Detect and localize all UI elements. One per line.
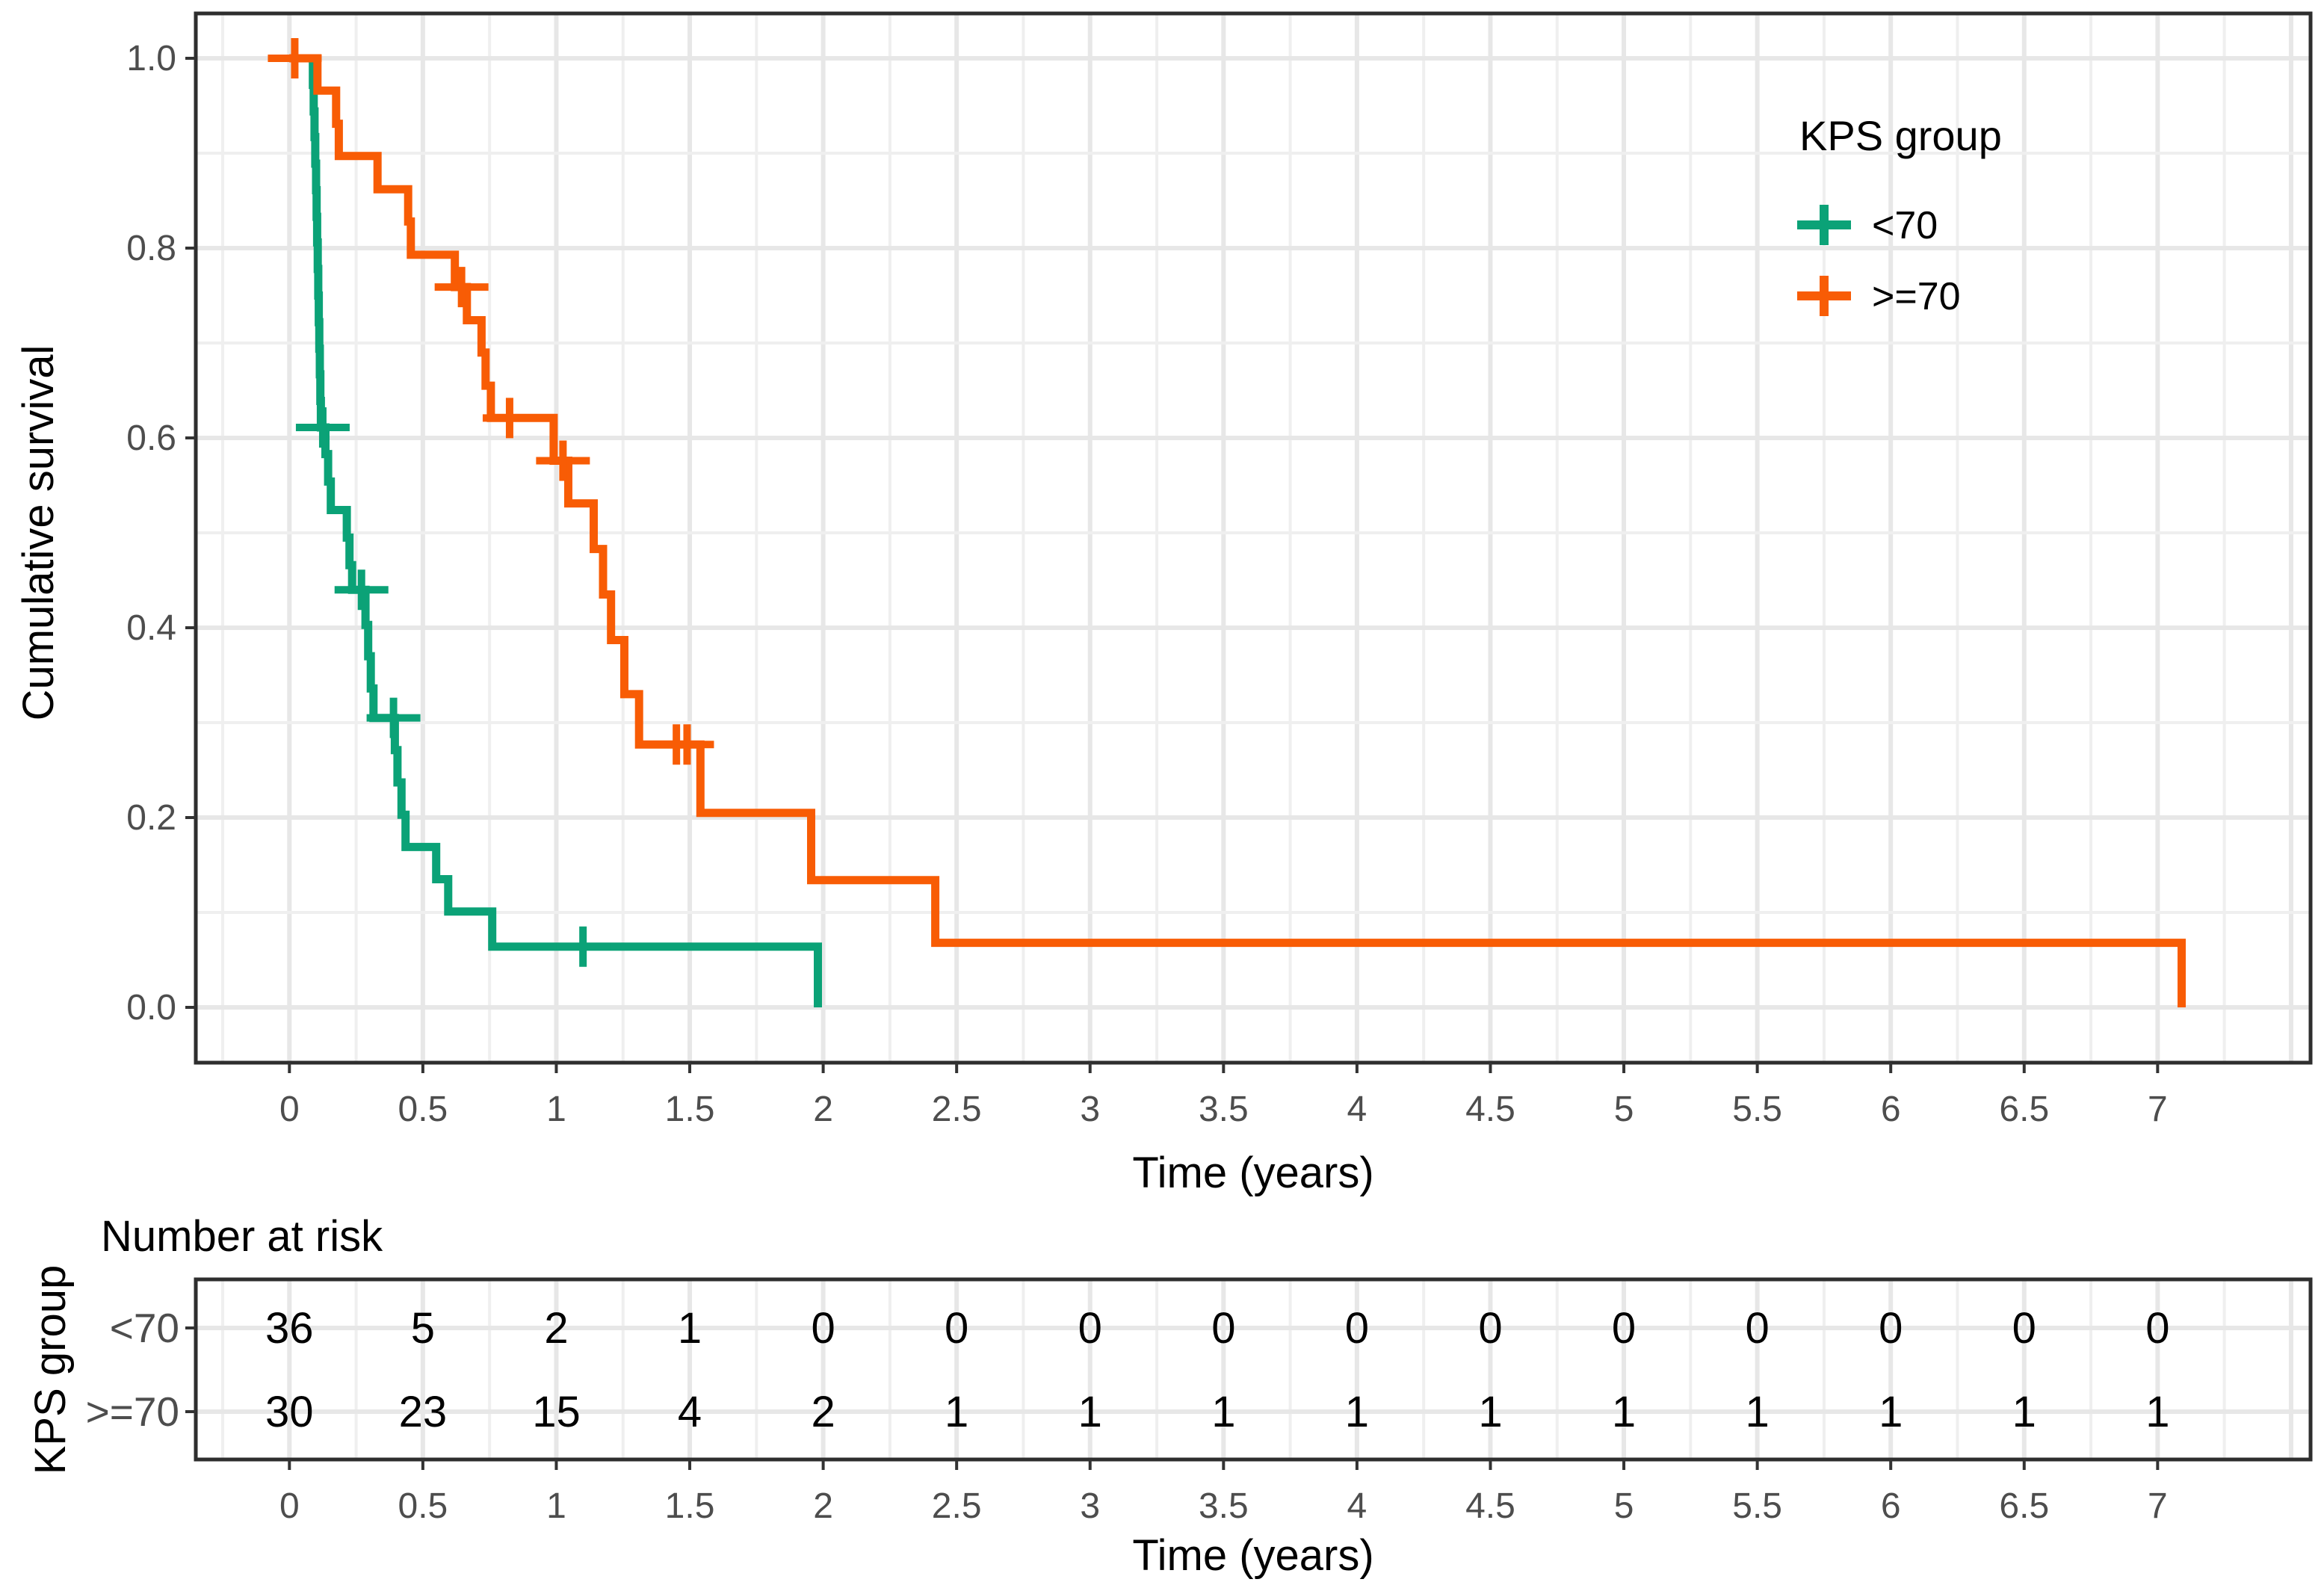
risk-count: 0 (1211, 1304, 1235, 1353)
x-tick-label-main: 2.5 (932, 1090, 982, 1129)
risk-count: 1 (1078, 1388, 1102, 1436)
risk-row-label-lt70: <70 (109, 1305, 179, 1351)
risk-table-title: Number at risk (101, 1212, 383, 1261)
x-tick-label-main: 3 (1080, 1090, 1100, 1129)
risk-count: 0 (1745, 1304, 1769, 1353)
risk-count: 2 (544, 1304, 568, 1353)
x-tick-label-main: 5 (1614, 1090, 1634, 1129)
legend-item-lt70-label: <70 (1872, 204, 1938, 247)
x-tick-label-risk: 1 (546, 1486, 566, 1526)
risk-count: 0 (2145, 1304, 2169, 1353)
risk-count: 1 (1879, 1388, 1903, 1436)
x-tick-label-risk: 0 (279, 1486, 300, 1526)
risk-count: 0 (1345, 1304, 1369, 1353)
x-tick-label-risk: 6 (1881, 1486, 1901, 1526)
km-curve-70 (289, 54, 822, 1007)
x-tick-label-risk: 2 (813, 1486, 833, 1526)
x-axis-title-main: Time (years) (1132, 1149, 1374, 1197)
legend-item-ge70-label: >=70 (1872, 275, 1961, 318)
x-tick-label-risk: 5.5 (1732, 1486, 1782, 1526)
x-tick-label-main: 1.5 (665, 1090, 715, 1129)
risk-count: 1 (1345, 1388, 1369, 1436)
risk-count: 0 (1078, 1304, 1102, 1353)
x-tick-label-risk: 3 (1080, 1486, 1100, 1526)
risk-count: 1 (1745, 1388, 1769, 1436)
x-tick-label-main: 5.5 (1732, 1090, 1782, 1129)
risk-row-label-ge70: >=70 (85, 1388, 179, 1435)
risk-count: 2 (811, 1388, 835, 1436)
risk-count: 5 (411, 1304, 435, 1353)
x-tick-label-main: 6.5 (1999, 1090, 2049, 1129)
risk-panel-border (194, 1277, 2313, 1462)
risk-count: 30 (265, 1388, 314, 1436)
risk-count: 0 (1478, 1304, 1502, 1353)
risk-count: 0 (945, 1304, 968, 1353)
x-tick-label-risk: 3.5 (1199, 1486, 1249, 1526)
risk-count: 1 (945, 1388, 968, 1436)
x-tick-label-main: 1 (546, 1090, 566, 1129)
risk-count: 1 (1478, 1388, 1502, 1436)
risk-count: 1 (1612, 1388, 1636, 1436)
x-tick-label-main: 6 (1881, 1090, 1901, 1129)
risk-count: 0 (811, 1304, 835, 1353)
x-tick-label-main: 2 (813, 1090, 833, 1129)
y-tick-label-main: 0.6 (126, 418, 176, 458)
x-tick-label-risk: 4.5 (1465, 1486, 1515, 1526)
x-tick-label-risk: 4 (1347, 1486, 1367, 1526)
x-tick-label-risk: 7 (2148, 1486, 2168, 1526)
risk-count: 23 (399, 1388, 448, 1436)
y-tick-label-main: 0.4 (126, 608, 176, 648)
x-tick-label-main: 4.5 (1465, 1090, 1515, 1129)
x-tick-label-main: 0.5 (398, 1090, 448, 1129)
y-tick-label-main: 1.0 (126, 39, 176, 78)
risk-count: 1 (2012, 1388, 2036, 1436)
x-tick-label-main: 0 (279, 1090, 300, 1129)
risk-count: 1 (1211, 1388, 1235, 1436)
risk-count: 0 (2012, 1304, 2036, 1353)
risk-count: 1 (2145, 1388, 2169, 1436)
legend-title: KPS group (1799, 112, 2002, 159)
y-tick-label-main: 0.8 (126, 229, 176, 268)
y-axis-title-main: Cumulative survival (14, 345, 63, 721)
x-tick-label-risk: 6.5 (1999, 1486, 2049, 1526)
x-tick-label-risk: 1.5 (665, 1486, 715, 1526)
risk-count: 0 (1612, 1304, 1636, 1353)
x-tick-label-risk: 0.5 (398, 1486, 448, 1526)
risk-count: 1 (678, 1304, 702, 1353)
x-tick-label-main: 7 (2148, 1090, 2168, 1129)
y-tick-label-main: 0.0 (126, 988, 176, 1028)
x-tick-label-risk: 5 (1614, 1486, 1634, 1526)
x-tick-label-risk: 2.5 (932, 1486, 982, 1526)
main-panel-border (194, 11, 2313, 1065)
x-axis-title-risk: Time (years) (1132, 1531, 1374, 1580)
risk-count: 36 (265, 1304, 314, 1353)
risk-count: 4 (678, 1388, 702, 1436)
y-tick-label-main: 0.2 (126, 798, 176, 838)
risk-count: 0 (1879, 1304, 1903, 1353)
x-tick-label-main: 3.5 (1199, 1090, 1249, 1129)
y-axis-title-risk: KPS group (26, 1264, 75, 1475)
risk-count: 15 (532, 1388, 581, 1436)
x-tick-label-main: 4 (1347, 1090, 1367, 1129)
